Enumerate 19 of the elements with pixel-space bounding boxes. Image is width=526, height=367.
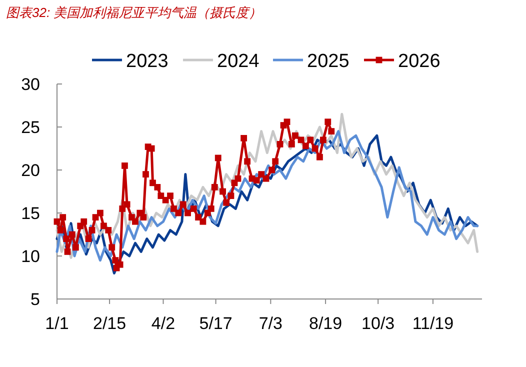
xtick: 7/3 (258, 314, 282, 333)
title: 图表32: 美国加利福尼亚平均气温（摄氏度） (6, 5, 262, 20)
legend-label: 2025 (307, 51, 350, 72)
ytick: 30 (21, 75, 40, 94)
xtick: 5/17 (199, 314, 232, 333)
legend-label: 2023 (126, 51, 168, 72)
xtick: 4/2 (151, 314, 176, 333)
ytick: 15 (21, 204, 40, 223)
xtick: 11/19 (412, 314, 454, 333)
ytick: 20 (21, 161, 40, 180)
ytick: 25 (21, 118, 40, 137)
legend-label: 2026 (398, 51, 440, 72)
legend-label: 2024 (217, 51, 260, 72)
xtick: 2/15 (93, 314, 126, 333)
xtick: 1/1 (45, 314, 69, 333)
xtick: 10/3 (362, 314, 395, 333)
ytick: 5 (30, 290, 40, 309)
ytick: 10 (21, 247, 40, 266)
xtick: 8/19 (309, 314, 342, 333)
